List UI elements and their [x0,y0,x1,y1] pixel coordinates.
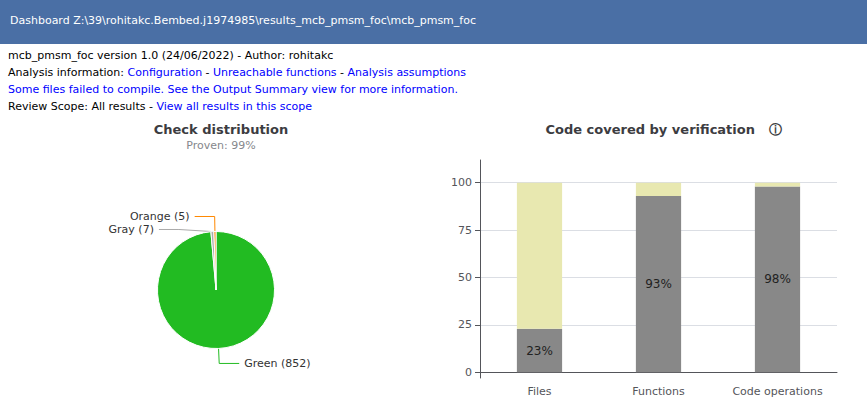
svg-text:View all results in this scope: View all results in this scope [156,100,312,113]
svg-text:98%: 98% [764,272,791,286]
svg-text:-: - [145,100,156,113]
svg-text:Gray (7): Gray (7) [109,223,154,236]
svg-text:Check distribution: Check distribution [154,122,289,137]
svg-text:Review Scope:: Review Scope: [8,100,91,113]
svg-text:Proven: 99%: Proven: 99% [186,139,255,152]
svg-text:Dashboard Z:\39\rohitakc.Bembe: Dashboard Z:\39\rohitakc.Bembed.j1974985… [10,14,476,27]
svg-text:Code covered by verification: Code covered by verification ⓘ [545,122,781,137]
svg-text:Functions: Functions [632,385,685,398]
svg-text:Analysis information:: Analysis information: [8,66,128,79]
svg-text:Configuration: Configuration [128,66,203,79]
svg-text:0: 0 [465,366,472,379]
svg-text:Green (852): Green (852) [244,357,310,370]
svg-text:50: 50 [458,271,472,284]
svg-text:23%: 23% [526,344,553,358]
svg-text:75: 75 [458,224,472,237]
svg-text:Orange (5): Orange (5) [130,210,190,223]
svg-text:93%: 93% [645,277,672,291]
svg-text:25: 25 [458,318,472,331]
svg-text:mcb_pmsm_foc version 1.0 (24/0: mcb_pmsm_foc version 1.0 (24/06/2022) - … [8,49,333,62]
svg-text:Code operations: Code operations [732,385,822,398]
svg-text:Some files failed to compile.: Some files failed to compile. See the Ou… [8,83,458,96]
svg-text:Unreachable functions: Unreachable functions [213,66,337,79]
svg-text:-: - [337,66,348,79]
svg-text:-: - [202,66,213,79]
svg-text:Analysis assumptions: Analysis assumptions [348,66,467,79]
svg-text:All results: All results [91,100,145,113]
svg-text:Files: Files [527,385,551,398]
svg-text:100: 100 [451,176,472,189]
